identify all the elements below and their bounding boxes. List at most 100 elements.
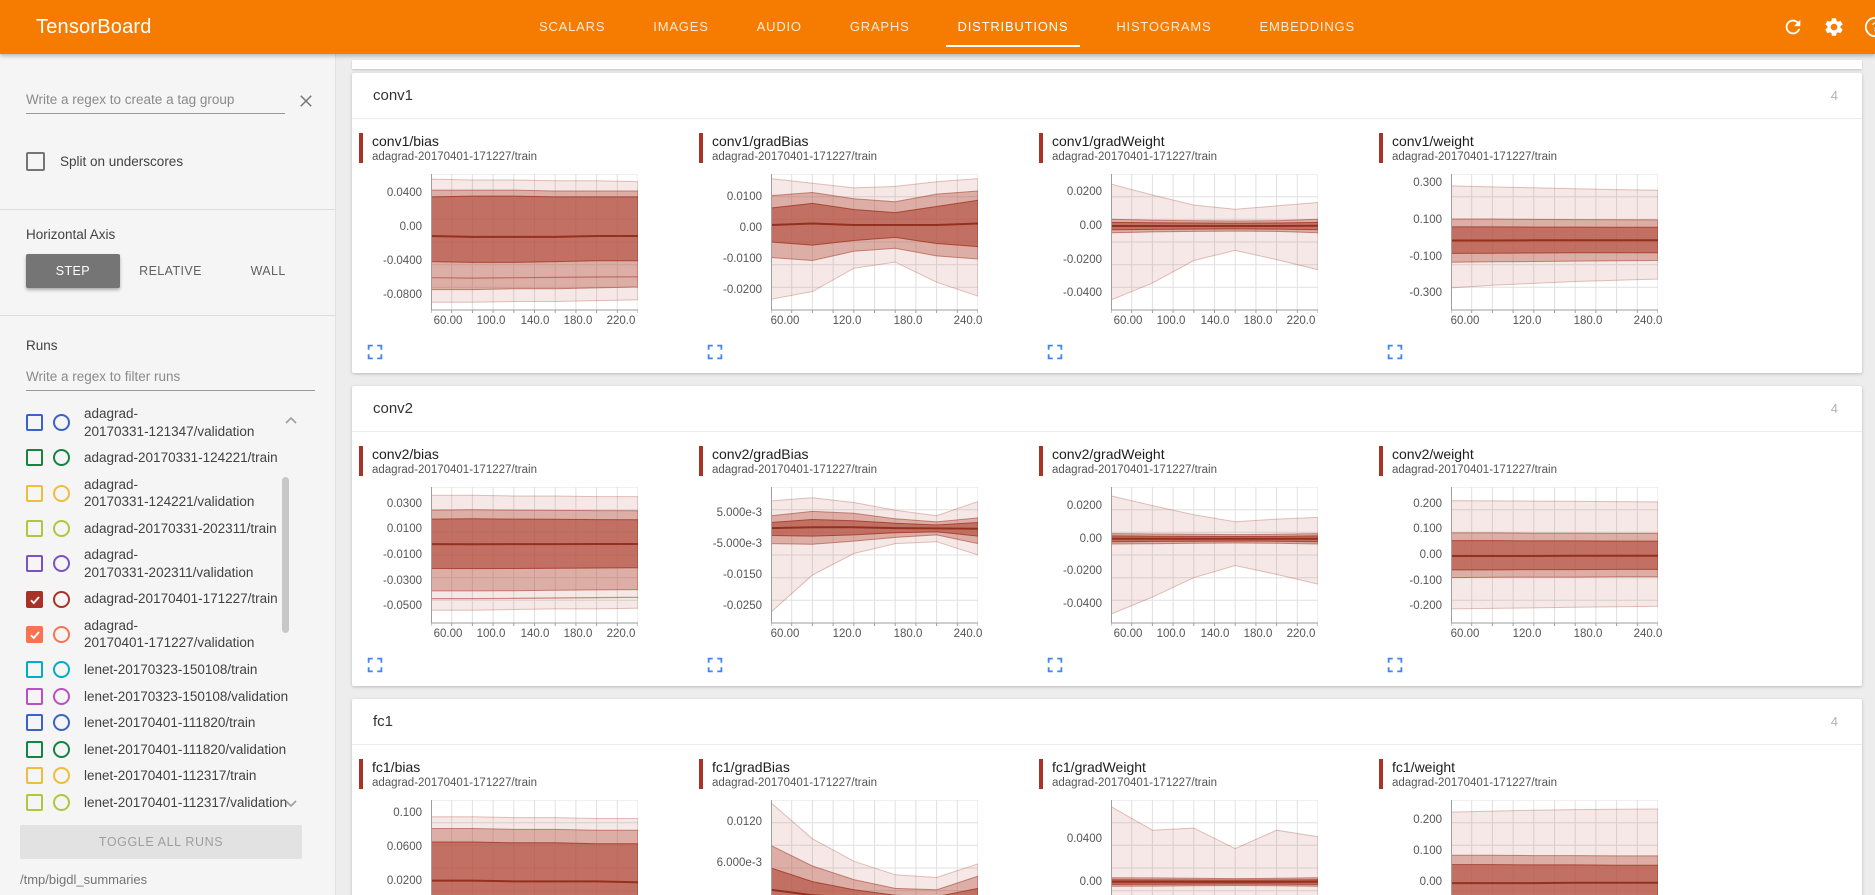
expand-chart-icon[interactable] [366,343,384,361]
run-radio[interactable] [53,590,70,608]
run-radio[interactable] [53,767,70,785]
section-header[interactable]: conv1 4 [352,73,1862,119]
run-checkbox[interactable] [26,687,43,705]
run-checkbox[interactable] [26,414,43,432]
run-row[interactable]: adagrad- 20170401-171227/validation [26,617,335,652]
nav-tabs: SCALARS IMAGES AUDIO GRAPHS DISTRIBUTIONS HIS… [515,0,1379,54]
run-checkbox[interactable] [26,590,43,608]
run-row[interactable]: lenet-20170323-150108/validation [26,687,335,706]
chart-title: conv2/gradWeight [1052,446,1165,462]
run-row[interactable]: adagrad-20170331-202311/train [26,520,335,538]
y-tick-label: 0.100 [1413,523,1442,535]
expand-chart-icon[interactable] [1386,343,1404,361]
chart-run-label: adagrad-20170401-171227/train [1052,777,1217,789]
run-row[interactable]: lenet-20170401-111820/validation [26,740,335,759]
split-underscores-row[interactable]: Split on underscores [26,152,309,171]
run-row[interactable]: lenet-20170401-112317/validation [26,794,335,812]
run-row[interactable]: lenet-20170323-150108/train [26,661,335,679]
axis-option-step[interactable]: STEP [26,254,120,288]
chart-tile: fc1/bias adagrad-20170401-171227/train 0.1… [359,759,699,895]
run-radio[interactable] [53,714,70,732]
chart-title: conv1/bias [372,133,439,149]
tag-section-conv1: conv1 4 conv1/bias adagrad-20170401-171227/… [352,73,1862,373]
run-checkbox[interactable] [26,740,43,758]
run-checkbox[interactable] [26,714,43,732]
run-checkbox[interactable] [26,794,43,812]
toggle-all-runs-button[interactable]: TOGGLE ALL RUNS [20,825,302,859]
chart-title: conv1/gradBias [712,133,809,149]
help-icon[interactable]: ? [1864,16,1875,38]
chart-tile: conv1/gradWeight adagrad-20170401-171227/… [1039,133,1379,361]
close-icon[interactable] [297,92,315,110]
run-checkbox[interactable] [26,449,43,467]
expand-chart-icon[interactable] [706,656,724,674]
expand-chart-icon[interactable] [1046,343,1064,361]
x-tick-label: 140.0 [1200,628,1230,640]
tag-group-regex-input[interactable] [26,88,285,114]
refresh-icon[interactable] [1782,16,1804,38]
tab-distributions[interactable]: DISTRIBUTIONS [934,0,1093,54]
run-row[interactable]: adagrad-20170331-124221/train [26,449,335,467]
run-checkbox[interactable] [26,661,43,679]
x-tick-label: 60.00 [433,628,463,640]
tab-embeddings[interactable]: EMBEDDINGS [1259,19,1355,34]
chart-tile: conv2/weight adagrad-20170401-171227/trai… [1379,446,1719,674]
run-radio[interactable] [53,740,70,758]
run-radio[interactable] [53,414,70,432]
run-row[interactable]: adagrad- 20170331-202311/validation [26,546,335,581]
tab-images[interactable]: IMAGES [653,19,709,34]
run-label: adagrad- 20170331-124221/validation [84,476,255,510]
run-checkbox[interactable] [26,484,43,502]
run-radio[interactable] [53,794,70,812]
runs-scrollbar[interactable] [282,477,289,633]
run-row[interactable]: adagrad-20170401-171227/train [26,590,335,608]
y-tick-label: 0.00 [1079,876,1102,888]
run-label: adagrad- 20170331-202311/validation [84,547,254,580]
tab-scalars[interactable]: SCALARS [539,19,606,34]
run-radio[interactable] [53,661,70,679]
tab-graphs[interactable]: GRAPHS [849,19,910,34]
run-row[interactable]: adagrad- 20170331-124221/validation [26,476,335,511]
run-radio[interactable] [53,484,70,502]
run-row[interactable]: lenet-20170401-112317/train [26,767,335,785]
y-tick-label: 0.0400 [386,187,422,199]
expand-chart-icon[interactable] [366,656,384,674]
expand-chart-icon[interactable] [706,343,724,361]
scroll-down-icon[interactable] [285,795,297,813]
run-radio[interactable] [53,687,70,705]
run-checkbox[interactable] [26,625,43,643]
chart-title-block: fc1/bias adagrad-20170401-171227/train [359,759,699,789]
axis-option-relative[interactable]: RELATIVE [124,254,218,288]
chart-title-block: conv2/bias adagrad-20170401-171227/train [359,446,699,476]
section-header[interactable]: fc1 4 [352,699,1862,745]
section-header[interactable]: conv2 4 [352,386,1862,432]
split-underscores-label: Split on underscores [60,154,184,169]
run-checkbox[interactable] [26,555,43,573]
x-axis-labels: 60.00 100.0 140.0 180.0 220.0 [431,627,638,642]
run-filter-input[interactable] [26,365,315,391]
y-tick-label: 0.100 [1413,214,1442,226]
y-tick-label: -0.300 [1409,287,1442,299]
y-tick-label: -0.0300 [382,575,422,587]
expand-chart-icon[interactable] [1386,656,1404,674]
run-radio[interactable] [53,520,70,537]
run-checkbox[interactable] [26,520,43,537]
x-axis-labels: 60.00 100.0 140.0 180.0 220.0 [1111,314,1318,329]
axis-option-wall[interactable]: WALL [221,254,315,288]
settings-icon[interactable] [1823,16,1845,38]
run-checkbox[interactable] [26,767,43,785]
run-row[interactable]: adagrad- 20170331-121347/validation [26,405,335,440]
tab-audio[interactable]: AUDIO [756,19,802,34]
run-radio[interactable] [53,555,70,573]
split-underscores-checkbox[interactable] [26,152,45,171]
y-axis-labels: 0.200 0.100 0.00 -0.100 -0.200 [1379,487,1451,623]
horizontal-axis-label: Horizontal Axis [26,227,116,242]
run-radio[interactable] [53,449,70,467]
tab-histograms[interactable]: HISTOGRAMS [1116,19,1212,34]
run-row[interactable]: lenet-20170401-111820/train [26,714,335,732]
scroll-up-icon[interactable] [285,411,297,429]
expand-chart-icon[interactable] [1046,656,1064,674]
x-axis-labels: 60.00 120.0 180.0 240.0 [771,627,983,642]
x-tick-label: 220.0 [1286,628,1316,640]
run-radio[interactable] [53,625,70,643]
